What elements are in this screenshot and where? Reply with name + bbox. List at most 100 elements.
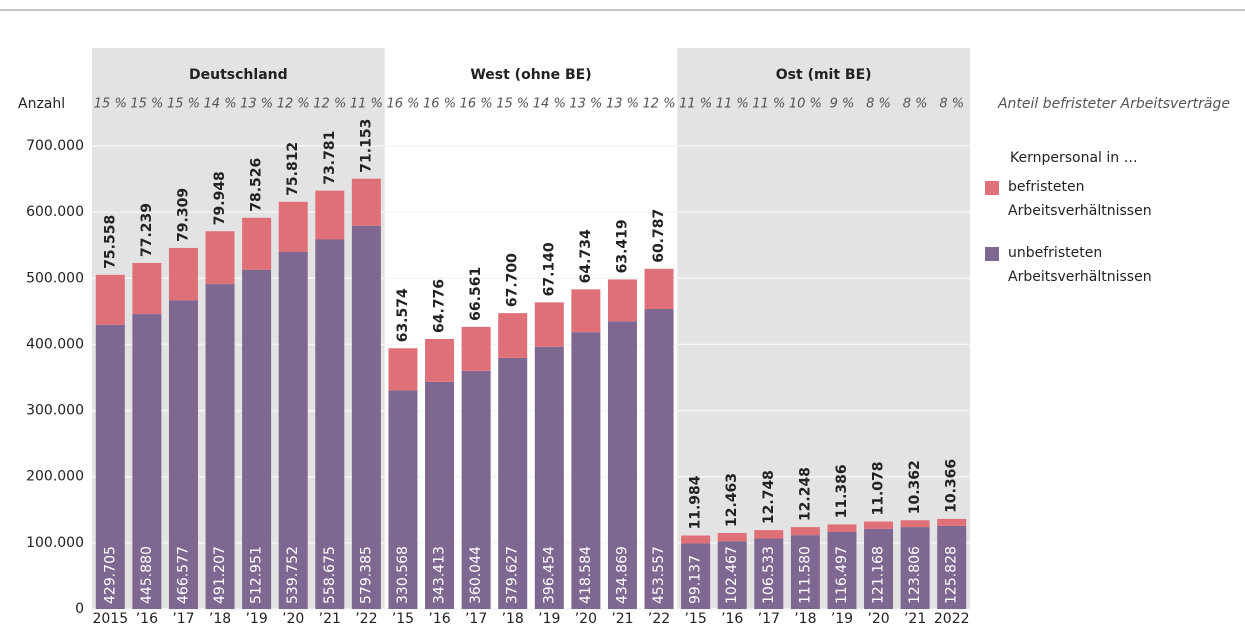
bar-segment	[644, 309, 674, 609]
bar-value-label: 558.675	[322, 546, 338, 604]
bar-value-label: 106.533	[761, 546, 777, 604]
bar-segment	[425, 339, 455, 382]
bar-segment	[95, 274, 125, 325]
bar-value-label: 539.752	[285, 546, 301, 604]
bar-segment	[388, 348, 418, 391]
share-label: 13 %	[606, 97, 639, 112]
bar-segment	[351, 225, 381, 610]
bar-value-label: 102.467	[724, 546, 740, 604]
share-label: 12 %	[643, 97, 676, 112]
x-tick-label: ’17	[172, 611, 194, 627]
share-label: 8 %	[939, 97, 964, 112]
x-tick-label: ’19	[831, 611, 853, 627]
x-tick-label: ’16	[136, 611, 158, 627]
bar-segment	[315, 190, 345, 240]
x-tick-label: ’16	[721, 611, 743, 627]
bar-value-label: 11.078	[871, 461, 887, 515]
x-tick-label: ’18	[209, 611, 231, 627]
bar-value-label: 12.248	[797, 467, 813, 521]
bar-segment	[937, 525, 967, 609]
bar-segment	[461, 370, 491, 609]
bar-value-label: 67.700	[505, 253, 521, 307]
bar-value-label: 63.574	[395, 288, 411, 342]
y-tick-label: 200.000	[26, 469, 84, 485]
share-label: 12 %	[277, 97, 310, 112]
bar-value-label: 63.419	[614, 219, 630, 273]
bar-segment	[681, 543, 711, 609]
legend-label: befristeten Arbeitsverhältnissen	[1008, 179, 1152, 219]
x-tick-label: ’18	[502, 611, 524, 627]
bar-segment	[95, 324, 125, 609]
group-title: West (ohne BE)	[470, 67, 591, 83]
share-label: 16 %	[386, 97, 419, 112]
bar-value-label: 75.812	[285, 142, 301, 196]
bar-segment	[168, 300, 198, 609]
x-tick-label: ’22	[648, 611, 670, 627]
bar-segment	[864, 528, 894, 609]
x-tick-label: 2022	[934, 611, 970, 627]
group-title: Deutschland	[189, 67, 288, 83]
x-tick-label: ’21	[904, 611, 926, 627]
bar-value-label: 79.309	[175, 188, 191, 242]
bar-value-label: 396.454	[541, 546, 557, 604]
bar-segment	[900, 527, 930, 609]
x-tick-label: ’21	[319, 611, 341, 627]
bar-value-label: 10.366	[944, 459, 960, 513]
bar-segment	[132, 314, 162, 609]
bar-segment	[351, 178, 381, 226]
bar-value-label: 125.828	[944, 546, 960, 604]
x-tick-label: ’17	[758, 611, 780, 627]
bar-value-label: 429.705	[102, 546, 118, 604]
y-tick-label: 500.000	[26, 270, 84, 286]
bar-value-label: 12.463	[724, 473, 740, 527]
bar-value-label: 60.787	[651, 209, 667, 263]
bar-value-label: 79.948	[212, 171, 228, 225]
bar-value-label: 466.577	[175, 546, 191, 604]
bar-value-label: 66.561	[468, 267, 484, 321]
bar-segment	[571, 289, 601, 333]
bar-value-label: 116.497	[834, 546, 850, 604]
bar-segment	[498, 313, 528, 358]
bar-segment	[754, 538, 784, 609]
bar-value-label: 10.362	[907, 460, 923, 514]
share-label: 10 %	[789, 97, 822, 112]
x-tick-label: ’22	[355, 611, 377, 627]
bar-value-label: 121.168	[871, 546, 887, 604]
bar-segment	[205, 231, 235, 285]
bar-value-label: 330.568	[395, 546, 411, 604]
share-label: 11 %	[716, 97, 749, 112]
bar-value-label: 67.140	[541, 242, 557, 296]
y-tick-label: 400.000	[26, 336, 84, 352]
bar-segment	[644, 268, 674, 310]
bar-segment	[790, 527, 820, 536]
x-tick-label: ’20	[575, 611, 597, 627]
bar-value-label: 12.748	[761, 470, 777, 524]
bar-segment	[827, 524, 857, 532]
bar-segment	[461, 326, 491, 371]
legend-label: unbefristeten Arbeitsverhältnissen	[1008, 245, 1152, 285]
bar-value-label: 99.137	[688, 555, 704, 604]
x-tick-label: ’15	[684, 611, 706, 627]
bar-segment	[717, 532, 747, 542]
share-label: 15 %	[496, 97, 529, 112]
bar-value-label: 73.781	[322, 131, 338, 185]
bar-segment	[827, 531, 857, 609]
bar-segment	[571, 332, 601, 609]
x-tick-label: ’21	[611, 611, 633, 627]
share-label: 15 %	[94, 97, 127, 112]
bar-value-label: 343.413	[432, 546, 448, 604]
share-label: 16 %	[423, 97, 456, 112]
share-label: 12 %	[313, 97, 346, 112]
x-tick-label: ’19	[538, 611, 560, 627]
share-label: 14 %	[533, 97, 566, 112]
bar-segment	[534, 346, 564, 609]
legend-title: Kernpersonal in …	[1010, 150, 1138, 166]
bar-segment	[717, 541, 747, 609]
bar-segment	[168, 247, 198, 301]
bar-value-label: 418.584	[578, 546, 594, 604]
share-label: 15 %	[167, 97, 200, 112]
bar-value-label: 77.239	[139, 203, 155, 257]
bar-segment	[242, 269, 272, 609]
bar-value-label: 360.044	[468, 546, 484, 604]
